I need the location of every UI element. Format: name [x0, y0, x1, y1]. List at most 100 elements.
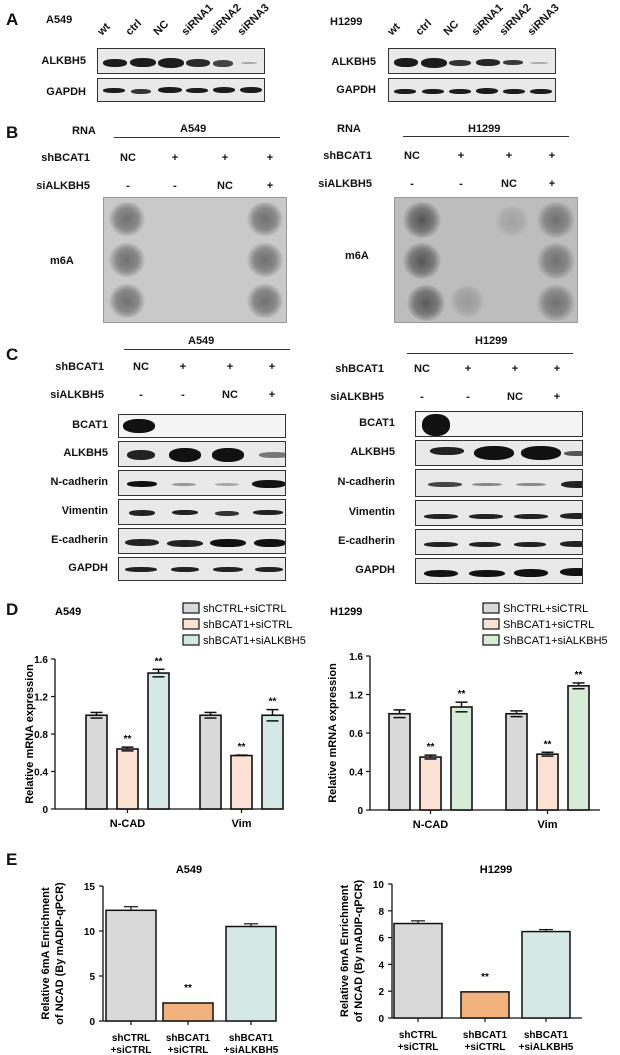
lane-label: NC — [441, 18, 462, 38]
condition-sialkbh5: - — [126, 180, 130, 192]
svg-text:Relative mRNA expression: Relative mRNA expression — [24, 664, 36, 804]
svg-text:6: 6 — [378, 934, 384, 945]
blot-label: m6A — [50, 255, 74, 267]
svg-text:+siALKBH5: +siALKBH5 — [519, 1042, 574, 1053]
svg-text:A549: A549 — [55, 606, 81, 618]
western-blot-alkbh5-a549 — [97, 48, 265, 74]
condition-shbcat1: NC — [404, 150, 420, 162]
svg-text:5: 5 — [89, 972, 95, 983]
panel-label-d: D — [6, 600, 19, 619]
western-blot-vimentin — [118, 499, 286, 525]
blot-label: Vimentin — [348, 506, 395, 518]
svg-text:**: ** — [427, 742, 435, 753]
condition-sialkbh5: NC — [222, 389, 238, 401]
blot-label: m6A — [345, 250, 369, 262]
western-blot-bcat1 — [415, 411, 583, 437]
western-blot-gapdh-h1299 — [388, 78, 556, 102]
svg-text:10: 10 — [84, 927, 96, 938]
lane-label: NC — [151, 18, 172, 38]
blot-label: ALKBH5 — [41, 55, 86, 67]
svg-text:**: ** — [575, 670, 583, 681]
condition-sialkbh5: - — [139, 389, 143, 401]
svg-text:0: 0 — [42, 805, 48, 816]
lane-label: wt — [95, 20, 113, 38]
row-label-sialkbh5: siALKBH5 — [36, 180, 90, 192]
panel-label-e: E — [6, 850, 18, 869]
svg-text:H1299: H1299 — [480, 864, 512, 876]
svg-text:of NCAD (By mADIP-qPCR): of NCAD (By mADIP-qPCR) — [353, 879, 365, 1022]
western-blot-n-cadherin — [118, 470, 286, 496]
svg-text:ShCTRL+siCTRL: ShCTRL+siCTRL — [503, 603, 588, 615]
chart-d-a549: A549 shCTRL+siCTRL shBCAT1+siCTRL shBCAT1+s… — [24, 602, 306, 830]
cell-line-label: H1299 — [330, 16, 363, 28]
condition-sialkbh5: - — [181, 389, 185, 401]
western-blot-gapdh-a549 — [97, 78, 265, 102]
svg-text:ShBCAT1+siALKBH5: ShBCAT1+siALKBH5 — [503, 635, 608, 647]
blot-label: GAPDH — [46, 86, 86, 98]
chart-e-a549: A549 0 5 10 15 Relative 6mA Enrichment of NCAD… — [40, 864, 279, 1055]
dot-blot-m6a-h1299 — [394, 197, 578, 323]
svg-text:1.2: 1.2 — [34, 693, 48, 704]
svg-text:+siCTRL: +siCTRL — [398, 1042, 439, 1053]
panel-label-c: C — [6, 345, 19, 364]
condition-shbcat1: + — [179, 361, 187, 373]
condition-sialkbh5: - — [173, 180, 177, 192]
condition-sialkbh5: + — [548, 178, 556, 190]
svg-text:+siALKBH5: +siALKBH5 — [224, 1045, 279, 1055]
dot-blot-m6a-a549 — [103, 197, 287, 323]
panel-label-a: A — [6, 10, 19, 29]
svg-text:shBCAT1+siALKBH5: shBCAT1+siALKBH5 — [203, 635, 306, 647]
svg-text:**: ** — [184, 983, 192, 994]
svg-text:Relative 6mA Enrichment: Relative 6mA Enrichment — [339, 885, 351, 1018]
svg-text:0.4: 0.4 — [34, 768, 48, 779]
svg-text:0.8: 0.8 — [34, 730, 48, 741]
svg-text:shBCAT1: shBCAT1 — [229, 1033, 274, 1044]
cell-line-label: A549 — [46, 14, 73, 26]
svg-text:**: ** — [458, 689, 466, 700]
svg-text:**: ** — [124, 734, 132, 745]
svg-text:1.6: 1.6 — [34, 655, 48, 666]
header-divider — [124, 349, 290, 350]
row-label-shbcat1: shBCAT1 — [323, 150, 372, 162]
condition-shbcat1: + — [464, 363, 472, 375]
header-divider — [403, 136, 569, 137]
row-label-shbcat1: shBCAT1 — [55, 361, 104, 373]
svg-text:shCTRL: shCTRL — [399, 1030, 437, 1041]
svg-text:+siCTRL: +siCTRL — [168, 1045, 209, 1055]
condition-shbcat1: + — [171, 152, 179, 164]
svg-text:0: 0 — [357, 806, 363, 817]
svg-text:A549: A549 — [176, 864, 202, 876]
lane-label: ctrl — [123, 17, 145, 38]
western-blot-alkbh5-h1299 — [388, 48, 556, 74]
svg-text:N-CAD: N-CAD — [413, 819, 448, 831]
condition-shbcat1: + — [553, 363, 561, 375]
cell-line-label: H1299 — [468, 123, 501, 135]
row-label-sialkbh5: siALKBH5 — [50, 389, 104, 401]
condition-sialkbh5: + — [266, 180, 274, 192]
condition-shbcat1: + — [505, 150, 513, 162]
svg-text:shBCAT1: shBCAT1 — [463, 1030, 508, 1041]
condition-sialkbh5: - — [420, 391, 424, 403]
svg-text:1.6: 1.6 — [349, 652, 363, 663]
condition-shbcat1: NC — [120, 152, 136, 164]
western-blot-e-cadherin — [118, 528, 286, 554]
lane-label: wt — [385, 20, 403, 38]
western-blot-bcat1 — [118, 414, 286, 438]
condition-sialkbh5: NC — [217, 180, 233, 192]
chart-e-h1299: H1299 0 2 4 6 8 10 Relative 6mA Enrichment of NC… — [339, 864, 582, 1053]
row-label-shbcat1: shBCAT1 — [335, 363, 384, 375]
condition-sialkbh5: - — [410, 178, 414, 190]
condition-shbcat1: + — [457, 150, 465, 162]
svg-text:shBCAT1: shBCAT1 — [524, 1030, 569, 1041]
blot-label: ALKBH5 — [63, 447, 108, 459]
blot-label: ALKBH5 — [350, 446, 395, 458]
panel-label-b: B — [6, 123, 19, 142]
blot-label: E-cadherin — [51, 534, 108, 546]
chart-d-h1299: H1299 ShCTRL+siCTRL ShBCAT1+siCTRL ShBCAT1+… — [327, 602, 608, 831]
blot-label: BCAT1 — [72, 419, 108, 431]
blot-label: GAPDH — [336, 84, 376, 96]
western-blot-n-cadherin — [415, 469, 583, 497]
blot-label: N-cadherin — [337, 476, 395, 488]
svg-text:of NCAD (By mADIP-qPCR): of NCAD (By mADIP-qPCR) — [54, 882, 66, 1025]
svg-text:10: 10 — [373, 880, 385, 891]
